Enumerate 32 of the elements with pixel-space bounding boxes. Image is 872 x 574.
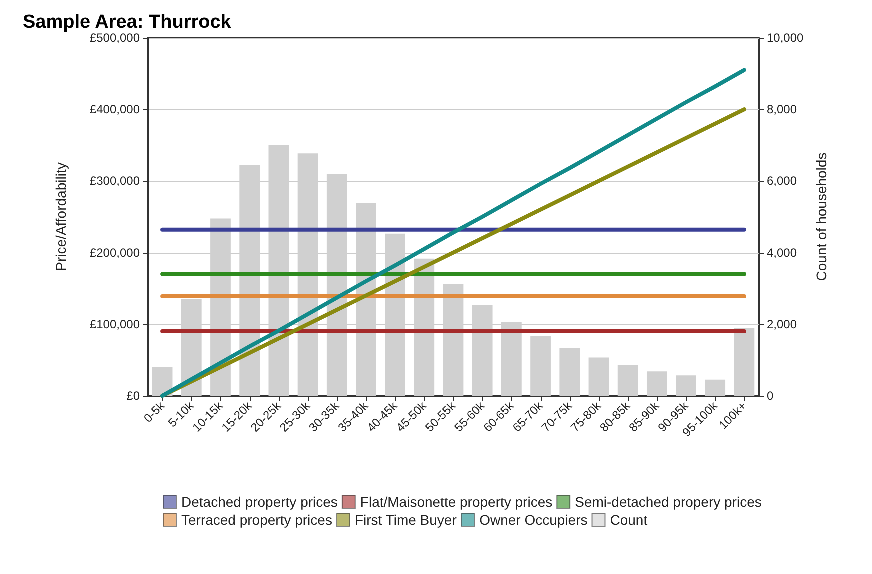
y-tick-label: £500,000 [90, 31, 140, 45]
legend-label: Terraced property prices [182, 512, 332, 528]
y2-tick-label: 10,000 [767, 31, 804, 45]
bar [560, 348, 580, 396]
y2-tick-label: 2,000 [767, 317, 798, 332]
y2-tick-label: 8,000 [767, 102, 798, 117]
y-axis-title: Price/Affordability [53, 162, 69, 272]
y-tick-label: £100,000 [90, 317, 140, 332]
bar [676, 376, 696, 396]
legend-label: Detached property prices [182, 494, 338, 510]
bar [530, 336, 551, 396]
y-tick-label: £400,000 [90, 102, 140, 117]
bar [588, 358, 610, 396]
legend-label: Flat/Maisonette property prices [360, 494, 553, 510]
y2-tick-label: 6,000 [767, 174, 798, 188]
y-tick-label: £0 [126, 389, 140, 403]
y-tick-label: £200,000 [90, 246, 140, 260]
bar [152, 367, 173, 396]
x-tick-label: 0-5k [141, 398, 168, 426]
y2-tick-label: 0 [767, 389, 774, 403]
legend-label: Count [610, 512, 648, 528]
legend-label: Owner Occupiers [480, 512, 588, 528]
legend-label: First Time Buyer [354, 512, 458, 528]
y2-axis-title: Count of households [814, 152, 830, 282]
bar [618, 365, 638, 396]
bar [705, 380, 726, 396]
chart-title: Sample Area: Thurrock [23, 12, 232, 33]
y2-tick-label: 4,000 [767, 246, 798, 260]
legend-label: Semi-detached propery prices [575, 494, 762, 510]
y-tick-label: £300,000 [90, 174, 140, 188]
bar [734, 328, 755, 396]
bar [646, 372, 668, 396]
